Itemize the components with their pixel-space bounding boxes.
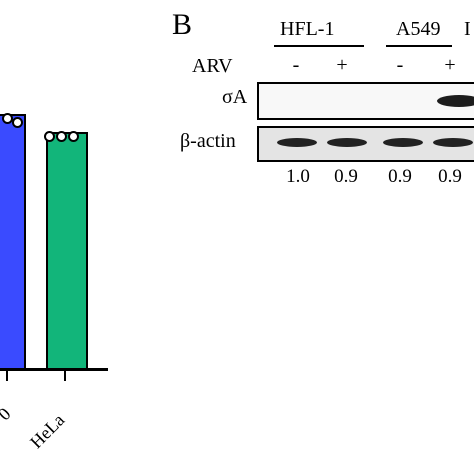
data-point bbox=[68, 131, 79, 142]
x-tick-label: 0 bbox=[0, 403, 15, 425]
cell-line-underline bbox=[386, 45, 452, 47]
panel-letter: B bbox=[172, 8, 193, 41]
data-point bbox=[56, 131, 67, 142]
arv-sign: - bbox=[396, 54, 404, 76]
blot-band bbox=[433, 138, 473, 147]
data-point bbox=[12, 117, 23, 128]
bar-green-hela bbox=[46, 132, 88, 370]
ratio-value: 0.9 bbox=[438, 166, 462, 187]
ratio-value: 0.9 bbox=[334, 166, 358, 187]
arv-sign: - bbox=[292, 54, 300, 76]
blot-band bbox=[437, 95, 474, 107]
panel-a-bar-chart: 0 HeLa bbox=[0, 0, 120, 474]
x-tick bbox=[64, 371, 66, 381]
data-point bbox=[44, 131, 55, 142]
cell-line-underline bbox=[274, 45, 364, 47]
arv-sign: + bbox=[336, 54, 348, 76]
cell-line-hfl1: HFL-1 bbox=[280, 18, 335, 40]
bar-blue bbox=[0, 114, 26, 370]
ratio-value: 1.0 bbox=[286, 166, 310, 187]
cell-line-truncated: I bbox=[464, 18, 471, 40]
ratio-value: 0.9 bbox=[388, 166, 412, 187]
cell-line-a549: A549 bbox=[396, 18, 441, 40]
blot-band bbox=[327, 138, 367, 147]
arv-label: ARV bbox=[192, 55, 233, 77]
blot-band bbox=[277, 138, 317, 147]
arv-sign: + bbox=[444, 54, 456, 76]
x-tick-label-hela: HeLa bbox=[26, 409, 69, 453]
panel-b-western-blot: B HFL-1 A549 I ARV - + - + σA β-actin 1.… bbox=[150, 0, 474, 260]
x-axis bbox=[0, 368, 108, 371]
blot-sigma-a bbox=[257, 82, 474, 120]
row-label-sigma-a: σA bbox=[222, 86, 248, 108]
row-label-beta-actin: β-actin bbox=[180, 130, 236, 152]
x-tick bbox=[6, 371, 8, 381]
blot-band bbox=[383, 138, 423, 147]
blot-beta-actin bbox=[257, 126, 474, 162]
